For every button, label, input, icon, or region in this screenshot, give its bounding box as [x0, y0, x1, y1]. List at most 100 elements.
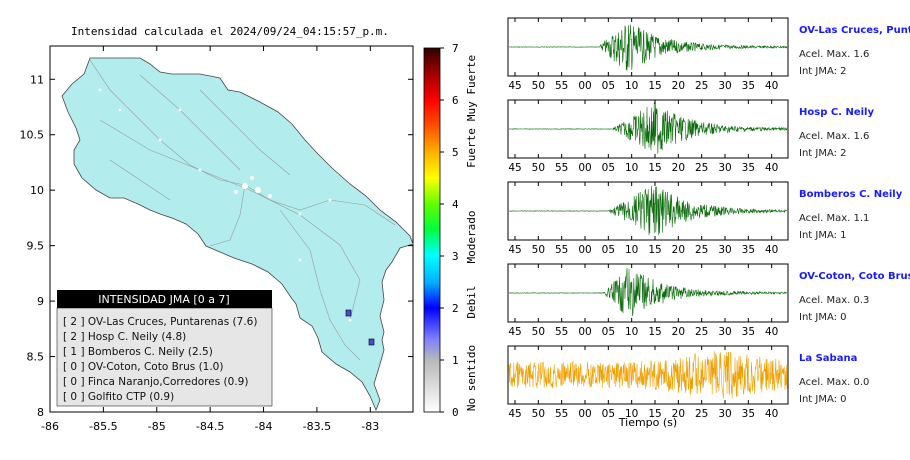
map-y-tick-label: 10	[30, 184, 44, 197]
waveform-x-tick-label: 45	[508, 326, 521, 338]
map-y-tick-label: 10.5	[20, 129, 45, 142]
station-accel: Acel. Max. 1.6	[799, 131, 869, 142]
waveform-x-tick-label: 55	[555, 162, 568, 174]
map-x-tick-label: -84	[255, 420, 273, 433]
waveform-x-tick-label: 55	[555, 326, 568, 338]
waveform-x-tick-label: 25	[695, 326, 708, 338]
waveform-x-tick-label: 20	[672, 162, 685, 174]
station-name: OV-Coton, Coto Brus	[799, 271, 910, 282]
waveform-x-tick-label: 05	[602, 326, 615, 338]
legend-item: [ 1 ] Bomberos C. Neily (2.5)	[63, 346, 213, 358]
map-x-tick-label: -83.5	[303, 420, 331, 433]
legend-item: [ 2 ] Hosp C. Neily (4.8)	[63, 331, 186, 343]
station-accel: Acel. Max. 1.6	[799, 49, 869, 60]
map-y-axis: 11 10.5 10 9.5 9 8.5 8	[20, 73, 413, 419]
map-y-tick-label: 8.5	[27, 351, 45, 364]
waveform-x-tick-label: 00	[578, 326, 591, 338]
colorbar-tick-label: 4	[452, 198, 459, 211]
waveform-x-tick-label: 00	[578, 80, 591, 92]
legend-item: [ 2 ] OV-Las Cruces, Puntarenas (7.6)	[63, 316, 257, 328]
waveform-x-tick-label: 00	[578, 244, 591, 256]
colorbar-tick-label: 6	[452, 94, 459, 107]
waveform-x-tick-label: 55	[555, 408, 568, 420]
waveform-trace	[509, 185, 788, 236]
waveform-x-tick-label: 15	[648, 408, 661, 420]
colorbar-tick-label: 2	[452, 302, 459, 315]
colorbar-label-no-sentido: No sentido	[465, 345, 478, 411]
waveform-x-tick-label: 45	[508, 244, 521, 256]
legend-item: [ 0 ] Finca Naranjo,Corredores (0.9)	[63, 376, 248, 388]
waveform-trace	[509, 24, 788, 71]
colorbar-tick-label: 0	[452, 406, 459, 419]
waveform-x-tick-label: 30	[718, 326, 731, 338]
waveform-x-tick-label: 45	[508, 162, 521, 174]
waveform-x-tick-label: 10	[625, 408, 638, 420]
station-name: Hosp C. Neily	[799, 107, 874, 118]
waveform-x-tick-label: 00	[578, 408, 591, 420]
waveform-x-tick-label: 40	[765, 80, 778, 92]
waveform-x-tick-label: 05	[602, 408, 615, 420]
waveform-x-tick-label: 35	[742, 408, 755, 420]
legend-body-bg	[56, 307, 273, 407]
waveform-x-tick-label: 25	[695, 244, 708, 256]
waveform-x-tick-label: 30	[718, 408, 731, 420]
colorbar-ticks: 7 6 5 4 3 2 1 0	[440, 42, 459, 419]
station-name: Bomberos C. Neily	[799, 189, 903, 200]
waveform-x-tick-label: 20	[672, 80, 685, 92]
waveform-x-tick-label: 35	[742, 244, 755, 256]
waveform-panel: 45 50 55 00 05 10 15 20 25 30 35 40 Bomberos C. Neil…	[507, 181, 903, 256]
colorbar-tick-label: 3	[452, 250, 459, 263]
waveform-x-tick-label: 45	[508, 408, 521, 420]
map-x-tick-label: -86	[41, 420, 59, 433]
waveform-x-tick-label: 20	[672, 244, 685, 256]
colorbar-label-muy-fuerte: Muy Fuerte	[465, 55, 478, 121]
waveform-x-tick-label: 15	[648, 162, 661, 174]
legend-item: [ 0 ] Golfito CTP (0.9)	[63, 391, 174, 403]
waveform-x-tick-label: 35	[742, 162, 755, 174]
waveform-panel: 45 50 55 00 05 10 15 20 25 30 35 40 Hosp C. Neily Ace…	[507, 99, 874, 174]
map-x-tick-label: -85	[148, 420, 166, 433]
waveform-x-tick-label: 05	[602, 244, 615, 256]
waveform-panel: 45 50 55 00 05 10 15 20 25 30 35 40 La Sabana Acel. M…	[507, 345, 869, 420]
waveform-x-tick-label: 25	[695, 408, 708, 420]
map-y-tick-label: 8	[37, 406, 44, 419]
waveform-x-tick-label: 25	[695, 80, 708, 92]
waveform-x-tick-label: 40	[765, 326, 778, 338]
waveform-x-tick-label: 10	[625, 80, 638, 92]
station-accel: Acel. Max. 0.0	[799, 377, 869, 388]
map-panel: Intensidad calculada el 2024/09/24_04:15…	[20, 25, 414, 433]
waveform-x-tick-label: 15	[648, 326, 661, 338]
waveform-x-tick-label: 30	[718, 162, 731, 174]
waveform-x-tick-label: 40	[765, 162, 778, 174]
station-name: OV-Las Cruces, Puntar	[799, 25, 910, 36]
station-marker	[368, 338, 375, 346]
station-accel: Acel. Max. 1.1	[799, 213, 869, 224]
colorbar-tick-label: 7	[452, 42, 459, 55]
waveform-x-tick-label: 55	[555, 80, 568, 92]
colorbar-label-debil: Debil	[465, 285, 478, 318]
station-int: Int JMA: 0	[799, 312, 847, 323]
road-network	[89, 59, 396, 361]
colorbar-gradient	[423, 47, 441, 413]
waveform-panel: 45 50 55 00 05 10 15 20 25 30 35 40 OV-Coton, Coto B…	[507, 263, 910, 338]
station-int: Int JMA: 2	[799, 148, 847, 159]
colorbar: 7 6 5 4 3 2 1 0 Muy Fuerte Fuerte Moderado Debi…	[423, 42, 478, 419]
waveform-x-tick-label: 10	[625, 326, 638, 338]
map-y-tick-label: 11	[30, 73, 44, 86]
waveform-x-tick-label: 15	[648, 80, 661, 92]
waveform-x-tick-label: 45	[508, 80, 521, 92]
waveform-x-tick-label: 10	[625, 162, 638, 174]
waveform-x-tick-label: 05	[602, 80, 615, 92]
waveform-x-tick-label: 50	[532, 326, 545, 338]
waveform-panel: 45 50 55 00 05 10 15 20 25 30 35 40 OV-Las Cruces, P…	[507, 17, 910, 92]
waveform-x-tick-label: 35	[742, 326, 755, 338]
waveform-x-tick-label: 40	[765, 408, 778, 420]
waveform-x-tick-label: 25	[695, 162, 708, 174]
waveform-x-tick-label: 15	[648, 244, 661, 256]
waveform-trace	[508, 267, 788, 317]
legend-item: [ 0 ] OV-Coton, Coto Brus (1.0)	[63, 361, 223, 373]
map-x-tick-label: -85.5	[89, 420, 117, 433]
waveform-trace	[508, 102, 788, 154]
waveform-x-tick-label: 20	[672, 408, 685, 420]
waveform-x-tick-label: 30	[718, 80, 731, 92]
